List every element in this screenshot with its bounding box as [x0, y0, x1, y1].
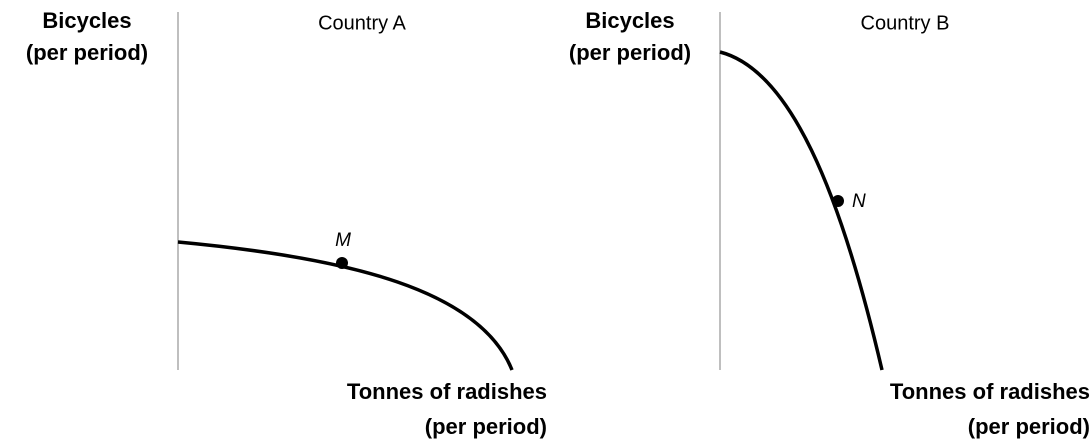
x-axis-label: Tonnes of radishes: [890, 379, 1090, 404]
panel-b: N Country B Bicycles (per period) Tonnes…: [569, 8, 1090, 439]
ppf-curve: [177, 240, 514, 371]
x-axis-label: (per period): [968, 414, 1090, 439]
y-axis-label: Bicycles: [585, 8, 674, 33]
y-axis-label: (per period): [26, 40, 148, 65]
point-label: N: [852, 191, 866, 212]
y-axis-label: (per period): [569, 40, 691, 65]
y-axis-label: Bicycles: [42, 8, 131, 33]
x-axis-label: Tonnes of radishes: [347, 379, 547, 404]
panel-title: Country A: [318, 12, 406, 34]
point-marker: [832, 195, 844, 207]
panel-title: Country B: [861, 12, 950, 34]
x-axis-label: (per period): [425, 414, 547, 439]
point-marker: [336, 257, 348, 269]
ppf-curve: [719, 50, 884, 371]
point-label: M: [335, 230, 351, 251]
panel-a: M Country A Bicycles (per period) Tonnes…: [26, 8, 547, 439]
